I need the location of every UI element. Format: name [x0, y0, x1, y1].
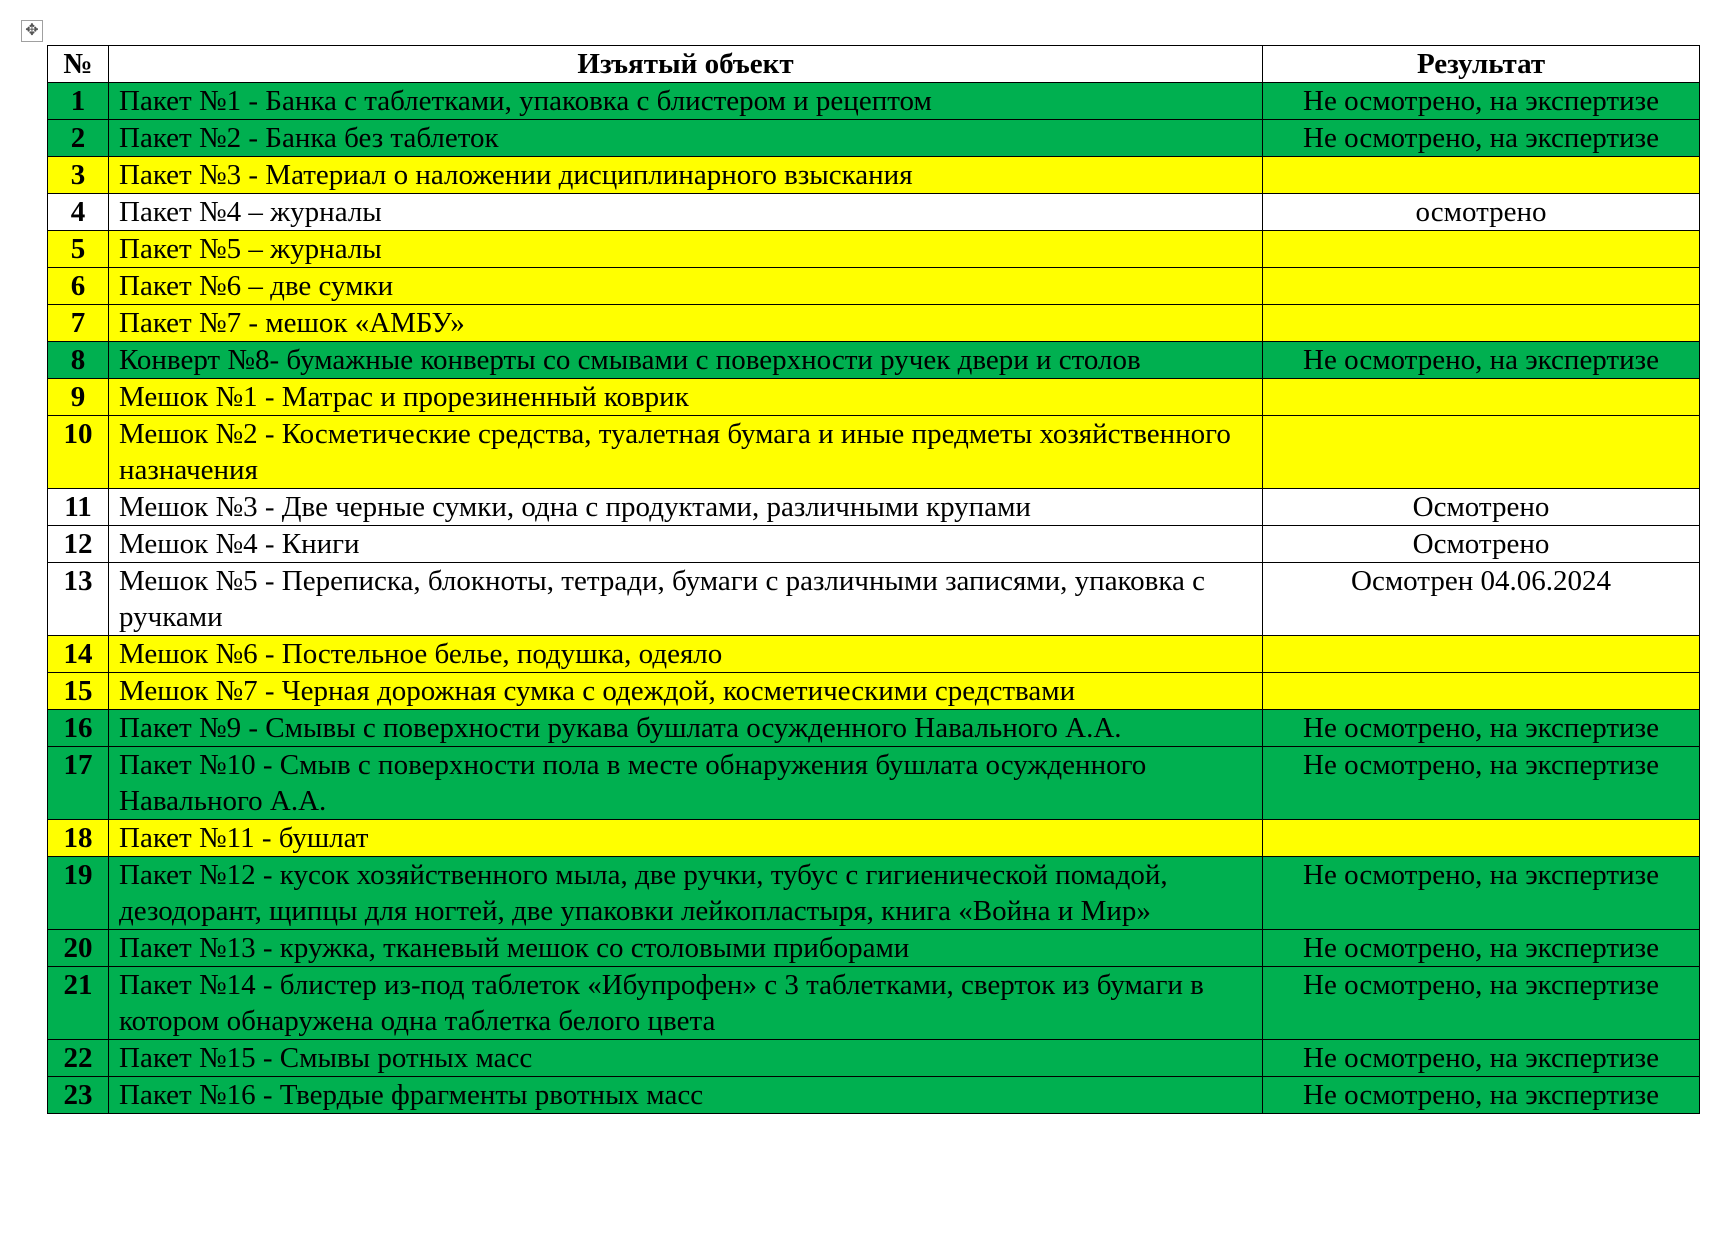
row-object: Конверт №8- бумажные конверты со смывами… — [108, 341, 1263, 379]
row-number: 19 — [47, 856, 109, 930]
header-object: Изъятый объект — [108, 45, 1263, 83]
row-object: Пакет №15 - Смывы ротных масс — [108, 1039, 1263, 1077]
row-object: Пакет №9 - Смывы с поверхности рукава бу… — [108, 709, 1263, 747]
row-result: Не осмотрено, на экспертизе — [1262, 119, 1700, 157]
row-result: Не осмотрено, на экспертизе — [1262, 709, 1700, 747]
seized-items-table: № Изъятый объект Результат 1 Пакет №1 - Б… — [47, 45, 1700, 1114]
row-result: Не осмотрено, на экспертизе — [1262, 966, 1700, 1040]
row-result — [1262, 267, 1700, 305]
row-object: Пакет №4 – журналы — [108, 193, 1263, 231]
header-number: № — [47, 45, 109, 83]
row-result: Не осмотрено, на экспертизе — [1262, 929, 1700, 967]
row-result: Не осмотрено, на экспертизе — [1262, 1039, 1700, 1077]
row-number: 4 — [47, 193, 109, 231]
row-object: Мешок №5 - Переписка, блокноты, тетради,… — [108, 562, 1263, 636]
row-result — [1262, 415, 1700, 489]
row-number: 8 — [47, 341, 109, 379]
row-number: 22 — [47, 1039, 109, 1077]
row-result: Не осмотрено, на экспертизе — [1262, 82, 1700, 120]
row-result — [1262, 378, 1700, 416]
table-row: 22 Пакет №15 - Смывы ротных масс Не осмотр… — [47, 1039, 1700, 1077]
row-result — [1262, 819, 1700, 857]
table-row: 3 Пакет №3 - Материал о наложении дисципл… — [47, 156, 1700, 194]
row-result — [1262, 230, 1700, 268]
table-row: 18 Пакет №11 - бушлат — [47, 819, 1700, 857]
row-result: Не осмотрено, на экспертизе — [1262, 1076, 1700, 1114]
row-result: Не осмотрено, на экспертизе — [1262, 856, 1700, 930]
table-row: 23 Пакет №16 - Твердые фрагменты рвотных … — [47, 1076, 1700, 1114]
row-number: 6 — [47, 267, 109, 305]
row-number: 16 — [47, 709, 109, 747]
row-number: 21 — [47, 966, 109, 1040]
table-row: 17 Пакет №10 - Смыв с поверхности пола в … — [47, 746, 1700, 820]
row-object: Мешок №2 - Косметические средства, туале… — [108, 415, 1263, 489]
table-row: 5 Пакет №5 – журналы — [47, 230, 1700, 268]
row-result: Осмотрен 04.06.2024 — [1262, 562, 1700, 636]
row-result: Осмотрено — [1262, 488, 1700, 526]
table-row: 9 Мешок №1 - Матрас и прорезиненный коври… — [47, 378, 1700, 416]
row-result: Не осмотрено, на экспертизе — [1262, 341, 1700, 379]
table-row: 6 Пакет №6 – две сумки — [47, 267, 1700, 305]
row-result: осмотрено — [1262, 193, 1700, 231]
row-object: Пакет №11 - бушлат — [108, 819, 1263, 857]
row-number: 14 — [47, 635, 109, 673]
row-number: 20 — [47, 929, 109, 967]
row-number: 3 — [47, 156, 109, 194]
row-number: 2 — [47, 119, 109, 157]
table-row: 8 Конверт №8- бумажные конверты со смывам… — [47, 341, 1700, 379]
table-row: 4 Пакет №4 – журналы осмотрено — [47, 193, 1700, 231]
table-row: 21 Пакет №14 - блистер из-под таблеток «И… — [47, 966, 1700, 1040]
row-number: 5 — [47, 230, 109, 268]
row-object: Пакет №2 - Банка без таблеток — [108, 119, 1263, 157]
row-object: Пакет №5 – журналы — [108, 230, 1263, 268]
row-number: 15 — [47, 672, 109, 710]
table-row: 15 Мешок №7 - Черная дорожная сумка с оде… — [47, 672, 1700, 710]
row-object: Пакет №7 - мешок «АМБУ» — [108, 304, 1263, 342]
table-row: 11 Мешок №3 - Две черные сумки, одна с пр… — [47, 488, 1700, 526]
table-row: 1 Пакет №1 - Банка с таблетками, упаковка… — [47, 82, 1700, 120]
row-result: Не осмотрено, на экспертизе — [1262, 746, 1700, 820]
table-row: 14 Мешок №6 - Постельное белье, подушка, … — [47, 635, 1700, 673]
row-object: Пакет №3 - Материал о наложении дисципли… — [108, 156, 1263, 194]
row-number: 18 — [47, 819, 109, 857]
row-number: 9 — [47, 378, 109, 416]
table-row: 12 Мешок №4 - Книги Осмотрено — [47, 525, 1700, 563]
row-object: Пакет №14 - блистер из-под таблеток «Ибу… — [108, 966, 1263, 1040]
table-row: 16 Пакет №9 - Смывы с поверхности рукава … — [47, 709, 1700, 747]
table-header-row: № Изъятый объект Результат — [47, 45, 1700, 83]
row-number: 13 — [47, 562, 109, 636]
table-row: 2 Пакет №2 - Банка без таблеток Не осмотре… — [47, 119, 1700, 157]
row-result — [1262, 156, 1700, 194]
row-number: 10 — [47, 415, 109, 489]
table-row: 20 Пакет №13 - кружка, тканевый мешок со … — [47, 929, 1700, 967]
header-result: Результат — [1262, 45, 1700, 83]
row-result: Осмотрено — [1262, 525, 1700, 563]
row-number: 23 — [47, 1076, 109, 1114]
table-move-handle-icon[interactable]: ✥ — [21, 20, 43, 42]
row-object: Пакет №1 - Банка с таблетками, упаковка … — [108, 82, 1263, 120]
row-number: 11 — [47, 488, 109, 526]
table-row: 13 Мешок №5 - Переписка, блокноты, тетрад… — [47, 562, 1700, 636]
row-object: Пакет №6 – две сумки — [108, 267, 1263, 305]
row-object: Мешок №3 - Две черные сумки, одна с прод… — [108, 488, 1263, 526]
table-row: 19 Пакет №12 - кусок хозяйственного мыла,… — [47, 856, 1700, 930]
row-number: 7 — [47, 304, 109, 342]
row-object: Пакет №16 - Твердые фрагменты рвотных ма… — [108, 1076, 1263, 1114]
table-row: 10 Мешок №2 - Косметические средства, туа… — [47, 415, 1700, 489]
row-number: 12 — [47, 525, 109, 563]
table-body: 1 Пакет №1 - Банка с таблетками, упаковка… — [47, 82, 1700, 1114]
row-object: Мешок №1 - Матрас и прорезиненный коврик — [108, 378, 1263, 416]
row-number: 1 — [47, 82, 109, 120]
row-result — [1262, 672, 1700, 710]
row-object: Мешок №6 - Постельное белье, подушка, од… — [108, 635, 1263, 673]
row-object: Пакет №12 - кусок хозяйственного мыла, д… — [108, 856, 1263, 930]
row-result — [1262, 635, 1700, 673]
row-object: Мешок №7 - Черная дорожная сумка с одежд… — [108, 672, 1263, 710]
row-object: Пакет №10 - Смыв с поверхности пола в ме… — [108, 746, 1263, 820]
table-row: 7 Пакет №7 - мешок «АМБУ» — [47, 304, 1700, 342]
row-object: Мешок №4 - Книги — [108, 525, 1263, 563]
row-number: 17 — [47, 746, 109, 820]
row-result — [1262, 304, 1700, 342]
row-object: Пакет №13 - кружка, тканевый мешок со ст… — [108, 929, 1263, 967]
